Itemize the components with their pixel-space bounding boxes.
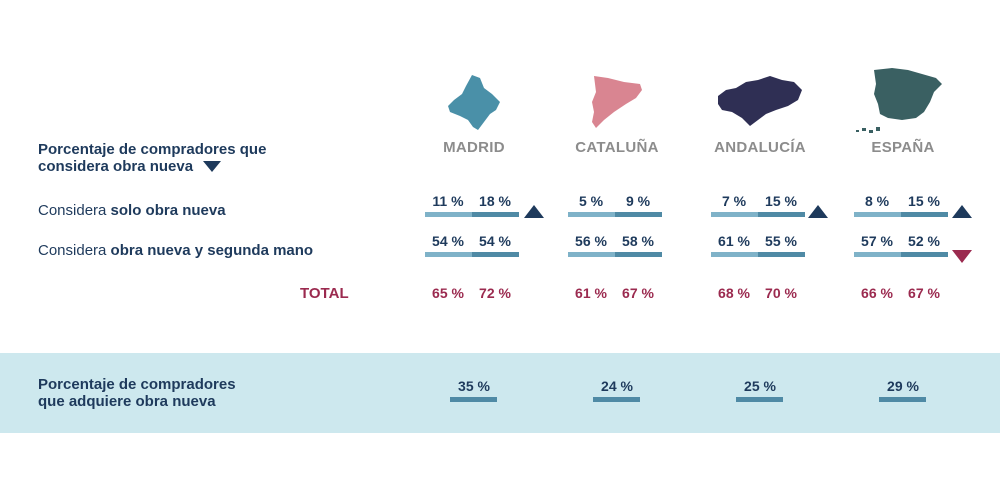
- row-label-solo-prefix: Considera: [38, 202, 111, 219]
- value-espana-total-2: 67 %: [908, 285, 940, 301]
- bar-espana-mixta-2: [901, 252, 948, 257]
- question-line-2: considera obra nueva: [38, 158, 194, 175]
- espana-map-icon: [856, 68, 942, 133]
- value-espana-total-1: 66 %: [861, 285, 893, 301]
- bar-madrid-mixta-2: [472, 252, 519, 257]
- adquiere-bar-andalucia: [736, 397, 783, 402]
- espana-map-shape: [874, 68, 942, 120]
- bar-madrid-mixta-1: [425, 252, 472, 257]
- value-andalucia-solo-2: 15 %: [765, 193, 797, 209]
- andalucia-map-shape: [718, 76, 802, 126]
- bar-cataluna-mixta-1: [568, 252, 615, 257]
- value-espana-solo-2: 15 %: [908, 193, 940, 209]
- row-label-mixta-bold: obra nueva y segunda mano: [110, 242, 314, 259]
- madrid-map-shape: [448, 75, 500, 130]
- adquiere-value-madrid: 35 %: [458, 378, 490, 394]
- row-label-solo: Considera solo obra nueva: [38, 202, 226, 219]
- adquiere-band: [0, 353, 1000, 433]
- row-label-mixta-prefix: Considera: [38, 242, 111, 259]
- adquiere-bar-espana: [879, 397, 926, 402]
- value-cataluna-total-2: 67 %: [622, 285, 654, 301]
- bar-madrid-solo-2: [472, 212, 519, 217]
- adquiere-label: Porcentaje de compradores que adquiere o…: [38, 376, 338, 410]
- adquiere-label-line-2: que adquiere obra nueva: [38, 393, 216, 410]
- bar-andalucia-solo-1: [711, 212, 758, 217]
- row-label-total: TOTAL: [300, 285, 349, 302]
- bar-cataluna-solo-1: [568, 212, 615, 217]
- region-name-madrid: MADRID: [443, 139, 505, 156]
- madrid-map-icon: [448, 75, 500, 130]
- adquiere-value-espana: 29 %: [887, 378, 919, 394]
- question-line-1: Porcentaje de compradores que: [38, 141, 267, 158]
- value-madrid-total-2: 72 %: [479, 285, 511, 301]
- value-espana-mixta-2: 52 %: [908, 233, 940, 249]
- value-cataluna-mixta-1: 56 %: [575, 233, 607, 249]
- region-name-espana: ESPAÑA: [871, 139, 935, 156]
- value-andalucia-mixta-1: 61 %: [718, 233, 750, 249]
- value-madrid-solo-2: 18 %: [479, 193, 511, 209]
- value-madrid-total-1: 65 %: [432, 285, 464, 301]
- bar-espana-solo-1: [854, 212, 901, 217]
- value-cataluna-mixta-2: 58 %: [622, 233, 654, 249]
- value-madrid-solo-1: 11 %: [432, 193, 464, 209]
- bar-andalucia-solo-2: [758, 212, 805, 217]
- trend-up-icon: [952, 205, 972, 218]
- value-madrid-mixta-1: 54 %: [432, 233, 464, 249]
- bar-espana-mixta-1: [854, 252, 901, 257]
- andalucia-map-icon: [718, 76, 802, 126]
- value-andalucia-total-1: 68 %: [718, 285, 750, 301]
- value-madrid-mixta-2: 54 %: [479, 233, 511, 249]
- trend-down-icon: [952, 250, 972, 263]
- row-label-solo-bold: solo obra nueva: [110, 202, 226, 219]
- adquiere-value-andalucia: 25 %: [744, 378, 776, 394]
- value-andalucia-mixta-2: 55 %: [765, 233, 797, 249]
- question-title: Porcentaje de compradores que considera …: [38, 141, 338, 175]
- region-name-andalucia: ANDALUCÍA: [714, 139, 806, 156]
- value-andalucia-solo-1: 7 %: [721, 193, 747, 209]
- bar-andalucia-mixta-1: [711, 252, 758, 257]
- adquiere-bar-cataluna: [593, 397, 640, 402]
- region-name-cataluna: CATALUÑA: [575, 139, 659, 156]
- value-cataluna-total-1: 61 %: [575, 285, 607, 301]
- value-andalucia-total-2: 70 %: [765, 285, 797, 301]
- bar-cataluna-mixta-2: [615, 252, 662, 257]
- value-cataluna-solo-2: 9 %: [625, 193, 651, 209]
- adquiere-label-line-1: Porcentaje de compradores: [38, 376, 236, 393]
- triangle-down-icon: [203, 161, 222, 173]
- value-espana-solo-1: 8 %: [864, 193, 890, 209]
- canary-islands-shape: [856, 127, 880, 133]
- cataluna-map-icon: [592, 76, 642, 128]
- bar-madrid-solo-1: [425, 212, 472, 217]
- bar-espana-solo-2: [901, 212, 948, 217]
- cataluna-map-shape: [592, 76, 642, 128]
- bar-cataluna-solo-2: [615, 212, 662, 217]
- trend-up-icon: [524, 205, 544, 218]
- value-espana-mixta-1: 57 %: [861, 233, 893, 249]
- value-cataluna-solo-1: 5 %: [578, 193, 604, 209]
- bar-andalucia-mixta-2: [758, 252, 805, 257]
- adquiere-value-cataluna: 24 %: [601, 378, 633, 394]
- adquiere-bar-madrid: [450, 397, 497, 402]
- row-label-mixta: Considera obra nueva y segunda mano: [38, 242, 313, 259]
- trend-up-icon: [808, 205, 828, 218]
